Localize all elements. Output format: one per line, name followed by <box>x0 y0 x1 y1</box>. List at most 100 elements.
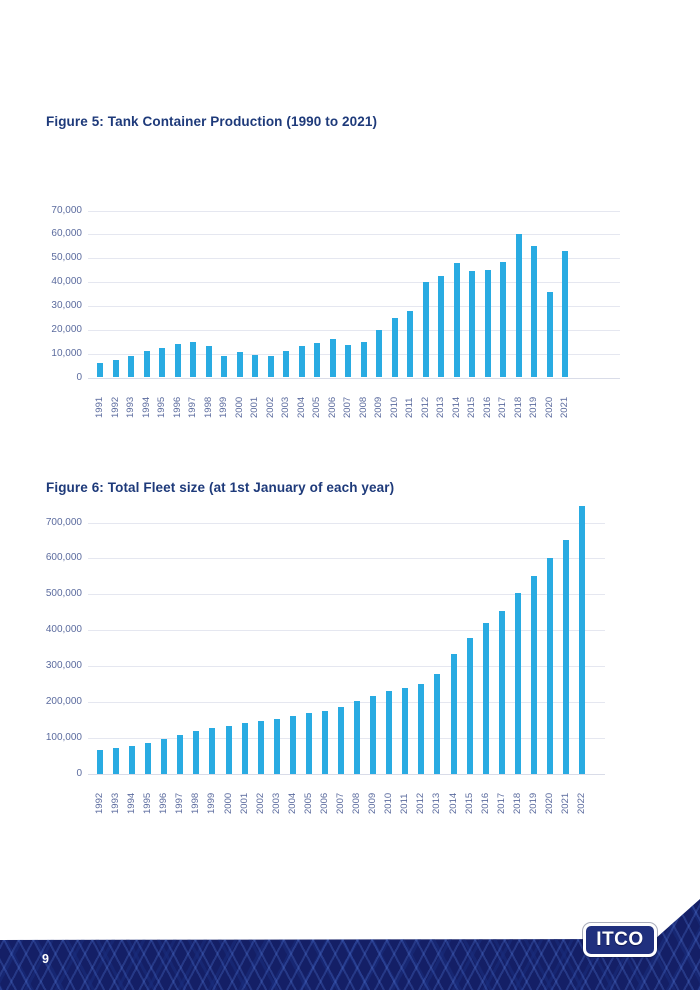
bar-1994 <box>143 351 150 378</box>
x-axis-tick-label-2018: 2018 <box>511 793 523 815</box>
x-axis-tick-label-2016: 2016 <box>479 793 491 815</box>
gridline-100000 <box>88 738 605 740</box>
bar-1999 <box>209 727 216 775</box>
bar-1998 <box>205 346 212 378</box>
bar-1999 <box>221 356 227 378</box>
y-axis-tick-label: 40,000 <box>51 276 82 288</box>
bar-1992 <box>112 359 119 378</box>
x-axis-tick-label-2001: 2001 <box>238 793 250 815</box>
x-axis-tick-label-2005: 2005 <box>302 793 314 815</box>
bar-2006 <box>321 710 328 775</box>
gridline-60000 <box>88 234 620 236</box>
gridline-700000 <box>88 522 605 524</box>
bar-2004 <box>289 716 296 775</box>
y-axis-tick-label: 0 <box>76 371 82 383</box>
bar-2017 <box>500 261 506 378</box>
gridline-20000 <box>88 329 620 331</box>
figure6-title: Figure 6: Total Fleet size (at 1st Janua… <box>46 480 395 495</box>
bar-2010 <box>391 317 398 378</box>
x-axis-tick-label-1995: 1995 <box>142 793 154 815</box>
bar-2008 <box>360 341 367 378</box>
bar-1993 <box>128 356 134 378</box>
x-axis-tick-label-1998: 1998 <box>190 793 202 815</box>
x-axis-tick-label-1997: 1997 <box>174 793 186 815</box>
bar-2002 <box>267 356 274 378</box>
bar-2002 <box>257 721 264 775</box>
gridline-200000 <box>88 702 605 704</box>
x-axis-tick-label-1994: 1994 <box>126 793 138 815</box>
bar-2007 <box>338 707 345 775</box>
bar-1996 <box>174 344 181 378</box>
bar-1998 <box>193 731 200 775</box>
bar-2005 <box>314 342 320 378</box>
bar-1994 <box>129 745 136 775</box>
bar-2021 <box>562 251 568 378</box>
y-axis-tick-label: 70,000 <box>51 204 82 216</box>
bar-1997 <box>190 341 196 378</box>
bar-2017 <box>498 611 505 775</box>
x-axis-tick-label-2022: 2022 <box>576 793 588 815</box>
x-axis-tick-label-2012: 2012 <box>415 793 427 815</box>
x-axis-tick-label-2015: 2015 <box>463 793 475 815</box>
page-number: 9 <box>42 952 49 966</box>
x-axis-tick-label-2019: 2019 <box>527 793 539 815</box>
bar-2003 <box>283 351 289 378</box>
bar-1995 <box>159 347 165 378</box>
bar-2011 <box>402 687 409 775</box>
bar-1993 <box>113 748 120 775</box>
bar-2015 <box>469 271 475 378</box>
bar-2007 <box>345 345 351 378</box>
y-axis-tick-label: 200,000 <box>45 696 82 708</box>
bar-2012 <box>422 282 429 378</box>
y-axis-tick-label: 400,000 <box>45 624 82 636</box>
x-axis-tick-label-2014: 2014 <box>447 793 459 815</box>
x-axis-tick-label-2004: 2004 <box>286 793 298 815</box>
x-axis-tick-label-2017: 2017 <box>495 793 507 815</box>
bar-2004 <box>298 346 305 378</box>
bar-2021 <box>563 540 570 775</box>
figure5-title: Figure 5: Tank Container Production (199… <box>46 114 378 129</box>
gridline-30000 <box>88 305 620 307</box>
bar-2003 <box>273 718 280 775</box>
bar-2006 <box>329 339 336 378</box>
y-axis-tick-label: 30,000 <box>51 299 82 311</box>
x-axis-tick-label-2021: 2021 <box>560 793 572 815</box>
y-axis-tick-label: 700,000 <box>45 516 82 528</box>
bar-2010 <box>386 691 393 775</box>
x-axis-tick-label-2011: 2011 <box>399 793 411 815</box>
gridline-0 <box>88 774 605 776</box>
bar-1992 <box>97 750 103 775</box>
x-axis-tick-label-1996: 1996 <box>158 793 170 815</box>
gridline-500000 <box>88 594 605 596</box>
x-axis-tick-label-1992: 1992 <box>94 793 105 815</box>
gridline-0 <box>88 377 620 379</box>
gridline-40000 <box>88 282 620 284</box>
bar-2019 <box>530 576 537 775</box>
y-axis-tick-label: 20,000 <box>51 323 82 335</box>
bar-2009 <box>370 695 377 775</box>
bar-2020 <box>546 558 553 775</box>
x-axis-tick-label-2000: 2000 <box>222 793 234 815</box>
y-axis-tick-label: 300,000 <box>45 660 82 672</box>
bar-1996 <box>161 739 168 775</box>
gridline-50000 <box>88 258 620 260</box>
bar-2009 <box>376 329 382 378</box>
y-axis-tick-label: 50,000 <box>51 252 82 264</box>
gridline-400000 <box>88 630 605 632</box>
bar-2001 <box>241 722 248 775</box>
x-axis-tick-label-1999: 1999 <box>206 793 218 815</box>
bar-2008 <box>354 701 361 775</box>
bar-2012 <box>418 683 425 775</box>
itco-logo-text: ITCO <box>596 929 644 950</box>
bar-2022 <box>579 506 586 775</box>
y-axis-tick-label: 100,000 <box>45 732 82 744</box>
bar-2016 <box>484 270 491 378</box>
gridline-600000 <box>88 558 605 560</box>
bar-2011 <box>407 310 413 378</box>
x-axis-tick-label-2002: 2002 <box>254 793 266 815</box>
bar-2014 <box>450 653 457 775</box>
bar-2013 <box>434 674 441 775</box>
x-axis-tick-label-2003: 2003 <box>270 793 282 815</box>
